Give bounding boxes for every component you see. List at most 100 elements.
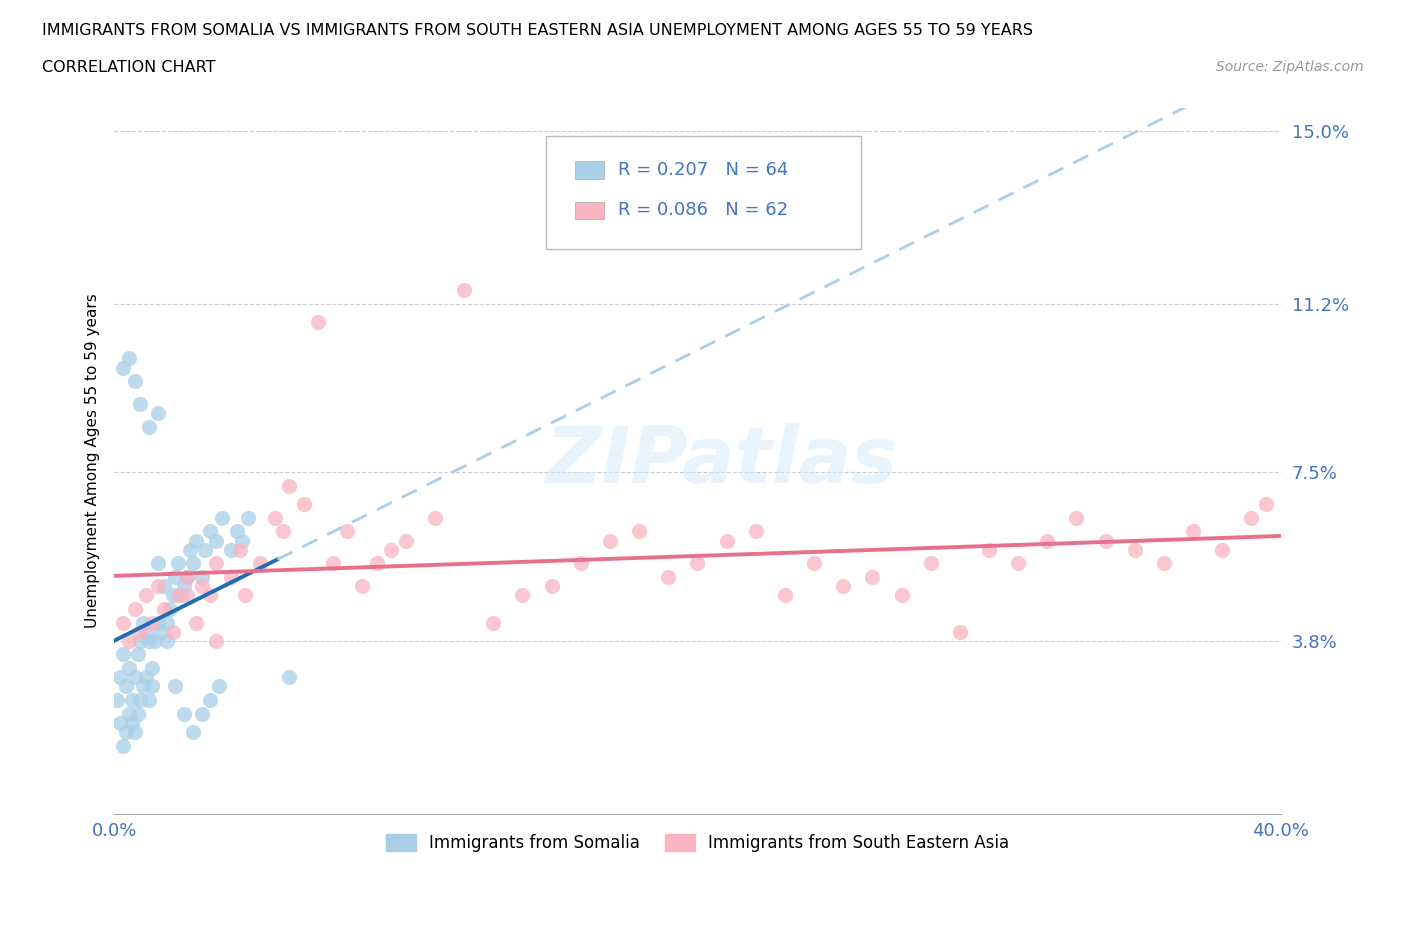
Point [194,542,217,557]
Point [832,578,855,593]
Point [111,647,134,662]
Point [423,511,446,525]
Point [135,670,157,684]
Point [322,556,344,571]
Point [238,511,260,525]
Y-axis label: Unemployment Among Ages 55 to 59 years: Unemployment Among Ages 55 to 59 years [86,294,100,629]
Point [200,525,222,539]
Text: Source: ZipAtlas.com: Source: ZipAtlas.com [1216,60,1364,74]
Point [453,283,475,298]
Point [115,724,138,739]
Point [278,479,301,494]
Point [352,578,374,593]
Legend: Immigrants from Somalia, Immigrants from South Eastern Asia: Immigrants from Somalia, Immigrants from… [378,827,1017,858]
Point [380,542,402,557]
Point [208,679,231,694]
Point [124,724,146,739]
Point [156,633,179,648]
Point [184,615,207,630]
Point [176,569,198,584]
Point [146,578,169,593]
Point [200,588,222,603]
Point [108,670,131,684]
Point [219,569,242,584]
Point [108,715,131,730]
Point [278,670,301,684]
Point [1123,542,1146,557]
Point [165,679,187,694]
FancyBboxPatch shape [575,202,605,219]
Point [141,660,163,675]
Point [115,679,138,694]
Point [395,533,418,548]
Point [540,578,562,593]
Point [167,556,190,571]
Point [336,525,359,539]
Point [152,602,174,617]
Point [124,374,146,389]
Point [235,588,257,603]
Point [135,624,157,639]
Text: ZIPatlas: ZIPatlas [544,423,897,498]
Point [141,615,163,630]
Point [512,588,534,603]
Point [138,419,160,434]
Point [686,556,709,571]
Point [146,405,169,420]
Point [156,615,179,630]
Point [170,588,193,603]
Point [129,396,152,411]
Point [211,511,233,525]
Text: IMMIGRANTS FROM SOMALIA VS IMMIGRANTS FROM SOUTH EASTERN ASIA UNEMPLOYMENT AMONG: IMMIGRANTS FROM SOMALIA VS IMMIGRANTS FR… [42,23,1033,38]
Point [105,693,128,708]
Point [977,542,1000,557]
Point [173,578,195,593]
Point [1211,542,1233,557]
Point [165,569,187,584]
Point [152,578,174,593]
Text: R = 0.086   N = 62: R = 0.086 N = 62 [619,201,789,219]
Point [1066,511,1088,525]
Point [162,588,184,603]
Point [205,533,228,548]
Point [129,624,152,639]
Point [249,556,271,571]
Text: CORRELATION CHART: CORRELATION CHART [42,60,215,75]
Point [118,633,141,648]
Point [920,556,942,571]
Point [149,624,172,639]
Point [599,533,621,548]
Point [482,615,505,630]
Point [124,602,146,617]
Point [657,569,679,584]
Point [127,706,149,721]
Point [263,511,285,525]
Point [1007,556,1029,571]
Point [231,533,253,548]
Point [1094,533,1116,548]
Point [146,615,169,630]
Point [159,602,181,617]
Point [138,633,160,648]
Point [181,556,204,571]
Point [860,569,883,584]
Point [176,569,198,584]
Point [118,660,141,675]
Point [111,360,134,375]
Point [219,542,242,557]
Point [292,497,315,512]
Point [1182,525,1205,539]
FancyBboxPatch shape [546,136,860,249]
Point [162,624,184,639]
Point [118,351,141,365]
Point [773,588,796,603]
Point [138,693,160,708]
Point [129,693,152,708]
Point [124,670,146,684]
Point [890,588,912,603]
Point [129,633,152,648]
Point [181,724,204,739]
Point [716,533,738,548]
Point [132,615,155,630]
Point [179,542,201,557]
